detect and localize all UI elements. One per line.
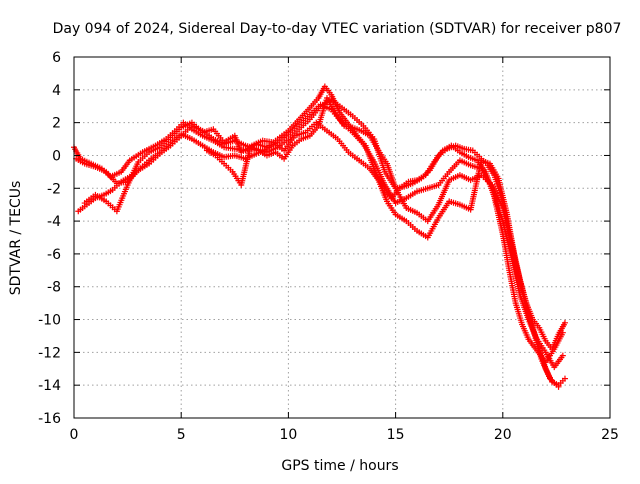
x-tick-label: 10 — [279, 427, 297, 443]
x-tick-label: 15 — [387, 427, 405, 443]
y-tick-label: 6 — [52, 50, 61, 66]
chart-title: Day 094 of 2024, Sidereal Day-to-day VTE… — [53, 21, 622, 37]
plot-frame — [73, 56, 611, 419]
y-tick-label: -8 — [47, 280, 61, 296]
series-track-e — [203, 95, 568, 353]
y-tick-label: 2 — [52, 116, 61, 132]
x-tick-label: 0 — [70, 427, 79, 443]
tick-layer: 0 5 10 15 20 25 -16 -14 -12 -10 -8 -6 -4 -2 0 2 4 6 — [38, 50, 619, 443]
x-tick-label: 25 — [601, 427, 619, 443]
points-layer — [71, 83, 568, 390]
y-tick-label: 4 — [52, 83, 61, 99]
y-tick-label: -16 — [38, 411, 61, 427]
data-point — [555, 383, 562, 390]
y-axis-label: SDTVAR / TECUs — [8, 181, 24, 296]
data-point — [561, 375, 568, 382]
y-tick-label: -2 — [47, 181, 61, 197]
data-point — [561, 319, 568, 326]
x-tick-label: 5 — [177, 427, 186, 443]
series-track-b — [73, 101, 566, 371]
y-tick-label: -12 — [38, 345, 61, 361]
series-track-c — [75, 96, 568, 389]
y-tick-label: -6 — [47, 247, 61, 263]
y-tick-label: 0 — [52, 148, 61, 164]
data-point — [559, 352, 566, 359]
x-tick-label: 20 — [494, 427, 512, 443]
grid-layer — [74, 57, 610, 418]
y-tick-label: -14 — [38, 378, 61, 394]
y-tick-label: -10 — [38, 313, 61, 329]
y-tick-label: -4 — [47, 214, 61, 230]
x-axis-label: GPS time / hours — [281, 458, 398, 474]
